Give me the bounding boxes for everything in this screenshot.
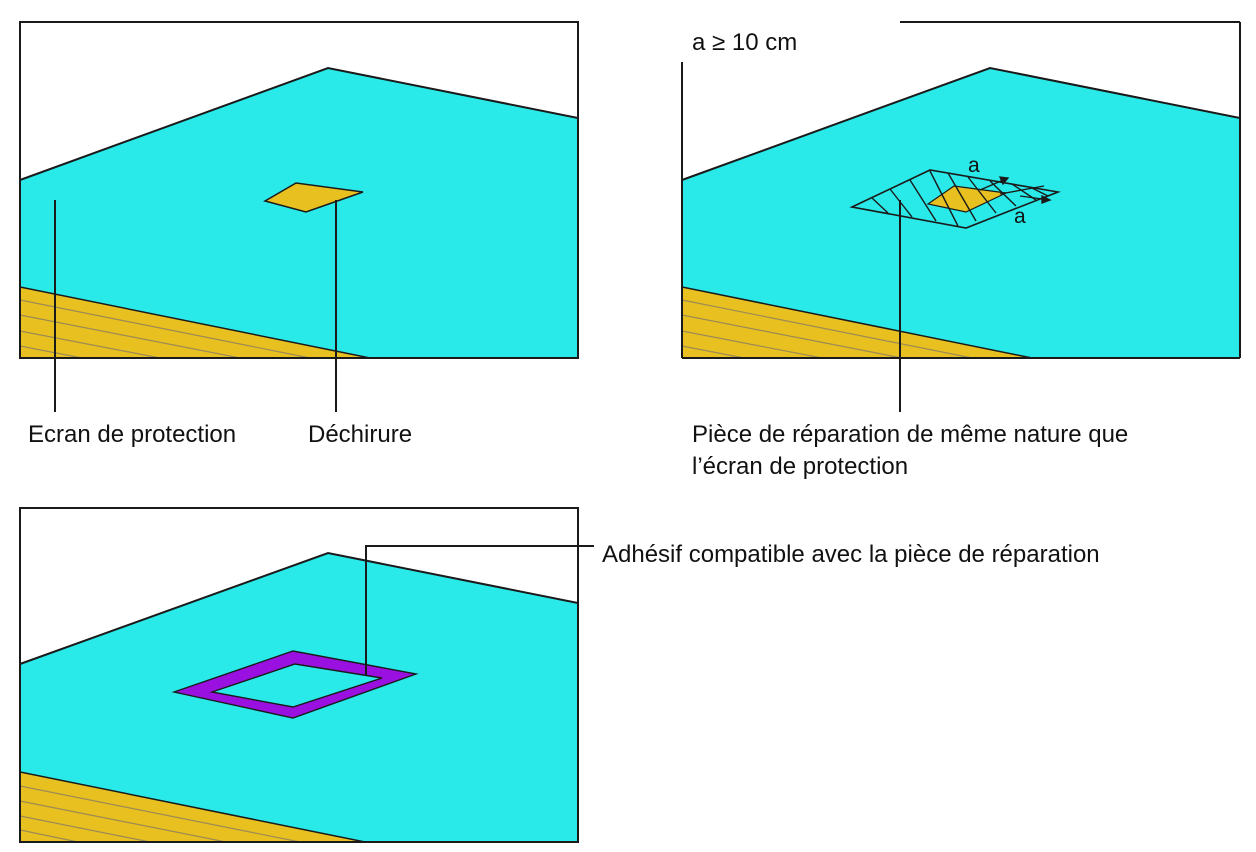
dimension-a-top: a: [968, 154, 980, 177]
adhesive-frame: [171, 650, 419, 719]
panel-adhesive: Adhésif compatible avec la pièce de répa…: [19, 507, 1100, 843]
protection-screen-surface: [682, 66, 1240, 358]
label-repair-patch-line1: Pièce de réparation de même nature que: [692, 421, 1128, 448]
patch-hatching: [871, 170, 1049, 227]
panel-tear: Ecran de protection Déchirure: [19, 21, 579, 448]
label-repair-patch-line2: l’écran de protection: [692, 453, 908, 480]
insulation-layer: [682, 286, 1033, 358]
protection-screen-surface: [20, 66, 578, 358]
panel-patch: a a a ≥ 10 cm Pièce de réparation de mêm…: [681, 21, 1241, 480]
dimension-a-bottom: a: [1014, 205, 1026, 228]
protection-screen-surface: [20, 551, 578, 842]
label-protection-screen: Ecran de protection: [28, 421, 236, 448]
insulation-layer: [20, 286, 371, 358]
dimension-arrows: [979, 176, 1052, 204]
insulation-lines: [20, 785, 301, 842]
panel-frame: [19, 507, 579, 843]
dimension-note: a ≥ 10 cm: [692, 29, 797, 56]
tear-shape: [263, 182, 364, 213]
insulation-lines: [682, 299, 973, 358]
insulation-lines: [20, 299, 311, 358]
panel-frame: [19, 21, 579, 359]
leader-adhesive: [365, 545, 594, 676]
label-tear: Déchirure: [308, 421, 412, 448]
repair-patch: [849, 169, 1061, 229]
label-adhesive: Adhésif compatible avec la pièce de répa…: [602, 541, 1100, 568]
insulation-layer: [20, 771, 366, 842]
